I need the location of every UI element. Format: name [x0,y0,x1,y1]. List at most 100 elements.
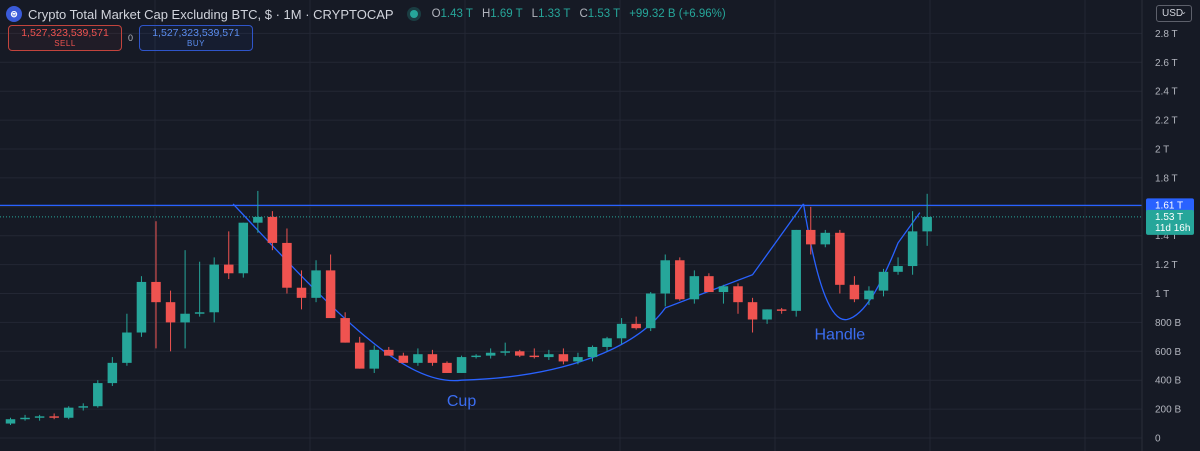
candle-body [354,342,365,369]
candle [238,222,249,278]
candle [122,313,132,366]
annotation-handle: Handle [814,327,865,344]
candle [413,348,423,366]
candle [573,352,583,365]
candle [180,250,190,349]
candle [325,254,336,319]
y-tick-label: 600 B [1155,347,1181,358]
candle [558,348,569,365]
low-label: L [531,8,539,20]
candle [165,290,176,352]
candle-body [893,266,903,272]
candle [689,270,700,304]
candle-body [835,232,845,285]
candle [820,229,831,248]
open-value: 1.43 T [440,8,473,20]
candle [529,348,540,359]
candle-body [791,229,801,311]
y-tick-label: 2.2 T [1155,116,1178,127]
candle-body [427,354,438,363]
candle-body [747,302,758,320]
candle-body [820,232,831,245]
candle-body [369,349,379,369]
candle-body [471,355,481,358]
candle-body [340,318,350,343]
candle [485,348,496,359]
candle [253,190,263,233]
candle-body [180,313,190,323]
sell-button[interactable]: 1,527,323,539,571 SELL [8,25,122,51]
candle-body [500,351,510,353]
chart-grid [0,32,1142,439]
candle-body [63,407,74,418]
candle [354,336,365,369]
resistance-price-tag-box [1146,198,1194,213]
candle [49,413,59,420]
candle-body [849,284,860,300]
candle [78,403,88,411]
candle [5,417,16,425]
candle-body [806,229,816,245]
symbol-title[interactable]: Crypto Total Market Cap Excluding BTC, $… [28,6,394,22]
candle-body [34,416,45,418]
y-tick-label: 2.4 T [1155,87,1178,98]
candle-body [107,362,118,384]
y-tick-label: 1 T [1155,289,1169,300]
candle [93,380,103,408]
candle-body [704,276,714,293]
candle [776,307,787,314]
candle-body [122,332,132,363]
candle-body [238,222,249,274]
currency-select[interactable]: USD ⌄ [1156,5,1192,22]
candle [384,346,394,356]
buy-button[interactable]: 1,527,323,539,571 BUY [139,25,254,51]
open-label: O [431,8,441,20]
candle-body [267,216,278,243]
candle [544,349,554,360]
candle-body [296,287,307,298]
candle-body [282,242,292,288]
last-price-tag-text: 11d 16h [1155,223,1190,234]
candle [806,206,816,255]
candle-body [660,260,670,294]
candle-body [587,346,598,358]
handle-curve [802,203,921,321]
candle [587,345,598,362]
candle-body [194,312,205,314]
y-tick-label: 1.4 T [1155,231,1178,242]
candle-body [413,354,423,363]
cup-and-handle-pattern [0,203,1142,382]
candle-body [616,323,627,339]
high-label: H [481,8,491,20]
candle-body [529,355,540,358]
market-status-icon[interactable] [409,10,418,18]
candle-series[interactable] [5,190,932,425]
candle-body [20,417,30,420]
resistance-price-tag: 1.61 T [1146,198,1194,213]
candle [922,193,932,246]
cryptocap-logo-icon[interactable]: ⊜ [6,6,22,22]
candle [427,349,438,366]
candle-body [602,338,612,347]
candle-body [456,357,467,373]
candle [471,354,481,359]
candle [296,270,307,310]
candle [63,406,74,420]
candle-body [253,216,263,223]
buy-label: BUY [187,39,205,49]
candle [311,260,321,303]
sell-price: 1,527,323,539,571 [21,26,109,39]
candle [733,283,743,314]
candle [151,221,161,349]
candle [747,297,758,333]
candle-body [136,281,147,333]
resistance-price-tag-text: 1.61 T [1155,200,1183,211]
candle-body [398,355,409,363]
y-tick-label: 1.8 T [1155,173,1178,184]
candle [282,228,292,294]
candle [791,229,801,317]
candle-body [864,290,874,300]
candle [34,414,45,421]
